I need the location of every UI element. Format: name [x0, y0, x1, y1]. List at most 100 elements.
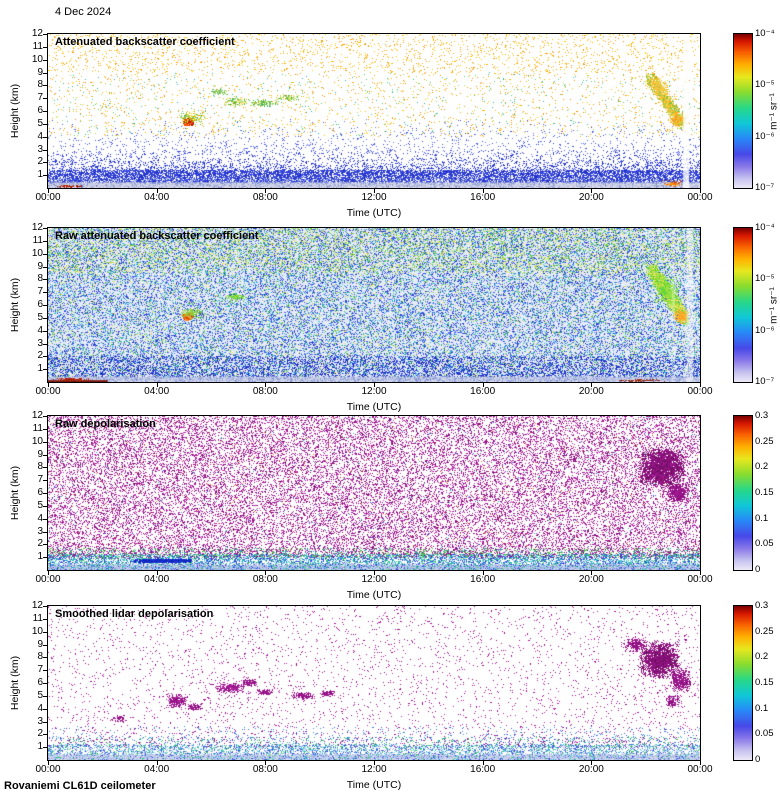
colorbar-tick-label: 0.2 [755, 651, 769, 663]
y-tick-mark [43, 683, 47, 684]
y-tick-mark [43, 123, 47, 125]
y-tick-label: 5 [37, 689, 43, 701]
colorbar-tick-label: 0.1 [755, 702, 769, 714]
y-tick-label: 2 [37, 156, 43, 168]
x-tick-label: 00:00 [687, 386, 713, 397]
panel-smoothed-depolarisation: Height (km) Smoothed lidar depolarisatio… [0, 600, 780, 791]
y-tick-mark [43, 618, 47, 620]
x-tick-label: 16:00 [470, 192, 496, 203]
colorbar-tick-label: 0.25 [755, 625, 774, 637]
colorbar-tick-label: 0.3 [755, 410, 769, 421]
y-tick-mark [43, 253, 47, 255]
heatmap-canvas [48, 34, 700, 188]
plot-title: Raw attenuated backscatter coefficient [55, 230, 259, 242]
y-tick-mark [43, 505, 47, 507]
x-axis-label: Time (UTC) [346, 589, 402, 601]
station-footer-label: Rovaniemi CL61D ceilometer [4, 780, 156, 792]
y-tick-label: 12 [31, 28, 43, 39]
x-tick-mark [265, 383, 267, 387]
y-tick-mark [43, 557, 47, 559]
x-tick-label: 20:00 [578, 192, 604, 203]
colorbar-tick-label: 0.15 [755, 677, 774, 688]
y-tick-mark [43, 493, 47, 494]
y-tick-mark [43, 343, 47, 345]
colorbar [733, 415, 753, 571]
y-tick-label: 9 [37, 448, 43, 460]
colorbar-tick-label: 0.3 [755, 600, 769, 611]
x-tick-label: 04:00 [144, 764, 170, 775]
x-tick-mark [374, 571, 375, 575]
colorbar-unit-label: m⁻¹ sr⁻¹ [768, 287, 780, 324]
y-tick-label: 12 [31, 600, 43, 611]
y-tick-label: 4 [37, 702, 43, 714]
y-tick-label: 4 [37, 130, 43, 142]
x-tick-label: 00:00 [35, 386, 61, 397]
heatmap-canvas [48, 416, 700, 570]
date-label: 4 Dec 2024 [55, 6, 112, 18]
x-tick-label: 00:00 [35, 192, 61, 203]
y-tick-label: 10 [31, 247, 43, 259]
y-tick-mark [43, 695, 47, 697]
x-tick-mark [700, 571, 701, 575]
y-tick-label: 9 [37, 260, 43, 272]
x-tick-mark [156, 383, 158, 387]
x-tick-label: 12:00 [361, 386, 387, 397]
y-tick-mark [43, 721, 47, 723]
x-tick-label: 00:00 [687, 574, 713, 585]
plot-area: Smoothed lidar depolarisation [47, 605, 701, 761]
y-tick-label: 12 [31, 222, 43, 233]
x-tick-label: 00:00 [687, 764, 713, 775]
y-tick-mark [43, 467, 47, 469]
colorbar-tick-label: 0 [755, 564, 761, 575]
y-tick-mark [43, 670, 47, 672]
y-tick-label: 1 [37, 169, 43, 181]
x-tick-label: 04:00 [144, 574, 170, 585]
colorbar-tick-label: 10⁻⁵ [755, 79, 775, 91]
colorbar [733, 33, 753, 189]
x-tick-mark [265, 189, 267, 193]
y-tick-label: 10 [31, 53, 43, 65]
y-tick-label: 6 [37, 105, 43, 116]
y-tick-label: 4 [37, 324, 43, 336]
y-tick-mark [43, 149, 47, 151]
y-tick-label: 6 [37, 299, 43, 310]
y-tick-label: 1 [37, 551, 43, 563]
y-tick-mark [43, 98, 47, 100]
y-tick-mark [43, 708, 47, 710]
y-tick-label: 6 [37, 487, 43, 498]
x-tick-mark [156, 761, 158, 765]
y-tick-label: 2 [37, 728, 43, 740]
y-tick-mark [43, 85, 47, 87]
colorbar-tick-label: 10⁻⁷ [755, 376, 775, 387]
heatmap-canvas [48, 228, 700, 382]
y-tick-mark [43, 454, 47, 456]
colorbar-tick-label: 0.15 [755, 487, 774, 498]
y-tick-mark [43, 428, 47, 430]
y-tick-mark [43, 441, 47, 443]
x-tick-mark [374, 761, 375, 765]
y-tick-label: 10 [31, 625, 43, 637]
y-tick-label: 8 [37, 461, 43, 473]
x-tick-mark [156, 189, 158, 193]
y-tick-mark [43, 330, 47, 332]
y-tick-mark [43, 734, 47, 736]
x-axis-label: Time (UTC) [346, 207, 402, 219]
y-tick-mark [43, 34, 47, 35]
y-tick-label: 11 [32, 612, 43, 624]
x-tick-label: 16:00 [470, 386, 496, 397]
y-tick-mark [43, 369, 47, 371]
y-tick-label: 11 [32, 234, 43, 246]
colorbar-tick-label: 0.05 [755, 728, 774, 740]
x-tick-label: 12:00 [361, 764, 387, 775]
plot-title: Smoothed lidar depolarisation [55, 608, 214, 620]
colorbar-tick-label: 10⁻⁶ [755, 130, 775, 142]
y-tick-mark [43, 59, 47, 61]
x-tick-mark [591, 571, 593, 575]
x-tick-mark [265, 761, 267, 765]
y-tick-mark [43, 279, 47, 281]
y-tick-label: 5 [37, 117, 43, 129]
colorbar-tick-label: 10⁻⁷ [755, 182, 775, 193]
y-tick-mark [43, 657, 47, 659]
y-tick-mark [43, 46, 47, 48]
